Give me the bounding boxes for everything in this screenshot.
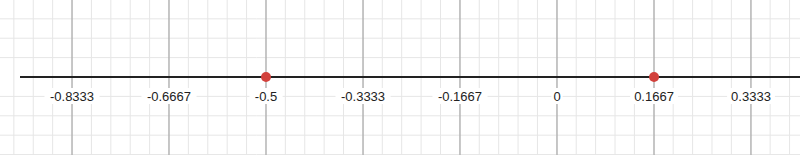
tick-label: -0.1667: [438, 89, 482, 104]
h-grid-line: [0, 115, 800, 116]
h-grid-line: [0, 135, 800, 136]
points: [261, 72, 659, 82]
tick-labels: -0.8333 -0.6667 -0.5 -0.3333 -0.1667 0 0.1667 0…: [44, 88, 774, 104]
tick-label: -0.3333: [341, 89, 385, 104]
h-grid-line: [0, 18, 800, 19]
tick-label-bg: [141, 88, 196, 104]
x-axis-line: [20, 76, 800, 78]
chart: -0.8333 -0.6667 -0.5 -0.3333 -0.1667 0 0.1667 0…: [0, 0, 800, 155]
tick-label: 0: [553, 89, 560, 104]
tick-label-bg: [249, 88, 282, 104]
h-grid-line: [0, 96, 800, 97]
tick-label-bg: [551, 88, 562, 104]
tick-label-bg: [335, 88, 390, 104]
point: [261, 72, 271, 82]
tick-label-bg: [432, 88, 487, 104]
h-grid-line: [0, 38, 800, 39]
minor-grid: [0, 0, 800, 155]
h-grid-line: [0, 57, 800, 58]
tick-label: -0.6667: [147, 89, 191, 104]
tick-label: -0.5: [255, 89, 277, 104]
v-minor-grid-line: [13, 0, 14, 155]
tick-label-bg: [727, 88, 775, 104]
tick-label: -0.8333: [50, 89, 94, 104]
tick-label-bg: [630, 88, 678, 104]
point: [649, 72, 659, 82]
tick-label-bg: [44, 88, 99, 104]
h-grid-line: [0, 154, 800, 155]
tick-label: 0.1667: [634, 89, 674, 104]
tick-label: 0.3333: [731, 89, 771, 104]
